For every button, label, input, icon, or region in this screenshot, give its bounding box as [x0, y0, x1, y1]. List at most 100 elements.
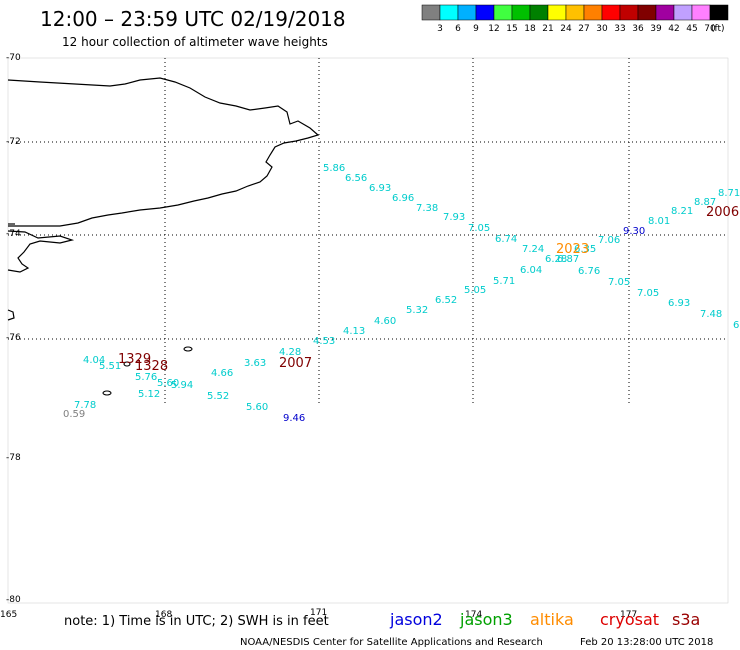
color-swatch: [709, 4, 729, 21]
coastline-tip: [7, 309, 15, 321]
longitude-label: 174: [465, 610, 482, 620]
wave-height-value: 5.32: [406, 305, 428, 316]
color-scale-label: 12: [488, 24, 499, 34]
wave-height-value: 0.59: [63, 409, 85, 420]
wave-height-value: 7.05: [608, 277, 630, 288]
color-swatch: [547, 4, 567, 21]
graticule: [8, 58, 728, 405]
wave-height-value: 5.71: [493, 276, 515, 287]
color-scale-label: 45: [686, 24, 697, 34]
color-scale-label: 21: [542, 24, 553, 34]
wave-height-value: 7.93: [443, 212, 465, 223]
latitude-labels: -70 -72 -74 -76 -78 -80: [6, 53, 21, 605]
wave-height-value: 6.96: [392, 193, 414, 204]
wave-height-value: 7.38: [416, 203, 438, 214]
wave-height-value: 4.60: [374, 316, 396, 327]
pass-time-label: 1328: [135, 359, 168, 374]
satellite-s3a-label: s3a: [672, 610, 700, 629]
wave-height-values: 5.866.566.936.967.387.937.056.747.246.28…: [63, 163, 740, 424]
wave-height-value: 7.24: [522, 244, 544, 255]
color-swatch: [493, 4, 513, 21]
wave-height-value: 6.56: [345, 173, 367, 184]
wave-height-value: 4.04: [83, 355, 105, 366]
color-scale-label: 33: [614, 24, 625, 34]
wave-height-color-scale: 3 6 9 12 15 18 21 24 27 30 33 36 39 42 45 70: [421, 4, 729, 34]
satellite-altika-label: altika: [530, 610, 574, 629]
wave-height-value: 4.53: [313, 336, 335, 347]
wave-height-value: 5.94: [171, 380, 193, 391]
footer-timestamp: Feb 20 13:28:00 UTC 2018: [580, 637, 713, 648]
color-swatch: [637, 4, 657, 21]
wave-height-value: 8.71: [718, 188, 740, 199]
wave-height-value: 6: [733, 320, 739, 331]
color-swatch: [457, 4, 477, 21]
wave-height-value: 7.48: [700, 309, 722, 320]
wave-height-value: 5.12: [138, 389, 160, 400]
color-scale-label: 3: [437, 24, 443, 34]
wave-height-value: 8.21: [671, 206, 693, 217]
pass-time-label: 2023: [556, 242, 589, 257]
wave-height-value: 8.87: [694, 197, 716, 208]
longitude-label: 168: [155, 610, 172, 620]
color-scale-label: 15: [506, 24, 517, 34]
color-swatch: [583, 4, 603, 21]
color-scale-label: 30: [596, 24, 608, 34]
wave-height-value: 6.28: [545, 254, 567, 265]
color-scale-label: 27: [578, 24, 589, 34]
color-swatch: [511, 4, 531, 21]
color-swatch: [655, 4, 675, 21]
wave-height-value: 8.01: [648, 216, 670, 227]
pass-time-label: 1329: [118, 352, 151, 367]
longitude-label: 177: [620, 610, 637, 620]
longitude-label: 171: [310, 608, 327, 618]
pass-time-label: 2006: [706, 205, 739, 220]
latitude-label: -78: [6, 453, 21, 463]
color-scale-label: 36: [632, 24, 644, 34]
color-swatch: [529, 4, 549, 21]
wave-height-value: 5.60: [157, 378, 179, 389]
latitude-label: -72: [6, 137, 21, 147]
coastline-cape: [7, 230, 75, 273]
color-swatch: [565, 4, 585, 21]
longitude-labels: 165 168 171 174 177: [0, 608, 637, 620]
longitude-label: 165: [0, 610, 17, 620]
latitude-label: -74: [6, 229, 21, 239]
map-subtitle: 12 hour collection of altimeter wave hei…: [62, 35, 328, 49]
wave-height-value: 5.05: [464, 285, 486, 296]
satellite-cryosat-label: cryosat: [600, 610, 659, 629]
wave-height-value: 5.76: [135, 372, 157, 383]
wave-height-value: 4.28: [279, 347, 301, 358]
color-scale-unit: (ft): [711, 24, 725, 34]
islands: [102, 346, 193, 396]
wave-height-value: 7.05: [468, 223, 490, 234]
satellite-jason2-label: jason2: [389, 610, 443, 629]
color-swatch: [619, 4, 639, 21]
wave-height-value: 7.05: [637, 288, 659, 299]
wave-height-value: 6.35: [574, 244, 596, 255]
color-scale-label: 42: [668, 24, 679, 34]
wave-height-value: 7.06: [598, 235, 620, 246]
wave-height-value: 6.93: [668, 298, 690, 309]
wave-height-value: 6.87: [557, 254, 579, 265]
latitude-label: -76: [6, 333, 21, 343]
color-swatch: [439, 4, 459, 21]
color-scale-label: 18: [524, 24, 536, 34]
footer-note: note: 1) Time is in UTC; 2) SWH is in fe…: [64, 614, 329, 629]
footer-credit: NOAA/NESDIS Center for Satellite Applica…: [240, 637, 543, 648]
color-swatch: [691, 4, 711, 21]
color-swatch: [421, 4, 441, 21]
pass-time-label: 2007: [279, 356, 312, 371]
map-frame: [7, 57, 729, 604]
color-scale-label: 70: [704, 24, 716, 34]
color-swatch: [601, 4, 621, 21]
wave-height-value: 4.13: [343, 326, 365, 337]
wave-height-value: 6.93: [369, 183, 391, 194]
wave-height-value: 6.04: [520, 265, 542, 276]
wave-height-value: 5.60: [246, 402, 268, 413]
wave-height-value: 5.51: [99, 361, 121, 372]
color-swatch: [475, 4, 495, 21]
wave-height-value: 7.78: [74, 400, 96, 411]
wave-height-value: 6.76: [578, 266, 600, 277]
